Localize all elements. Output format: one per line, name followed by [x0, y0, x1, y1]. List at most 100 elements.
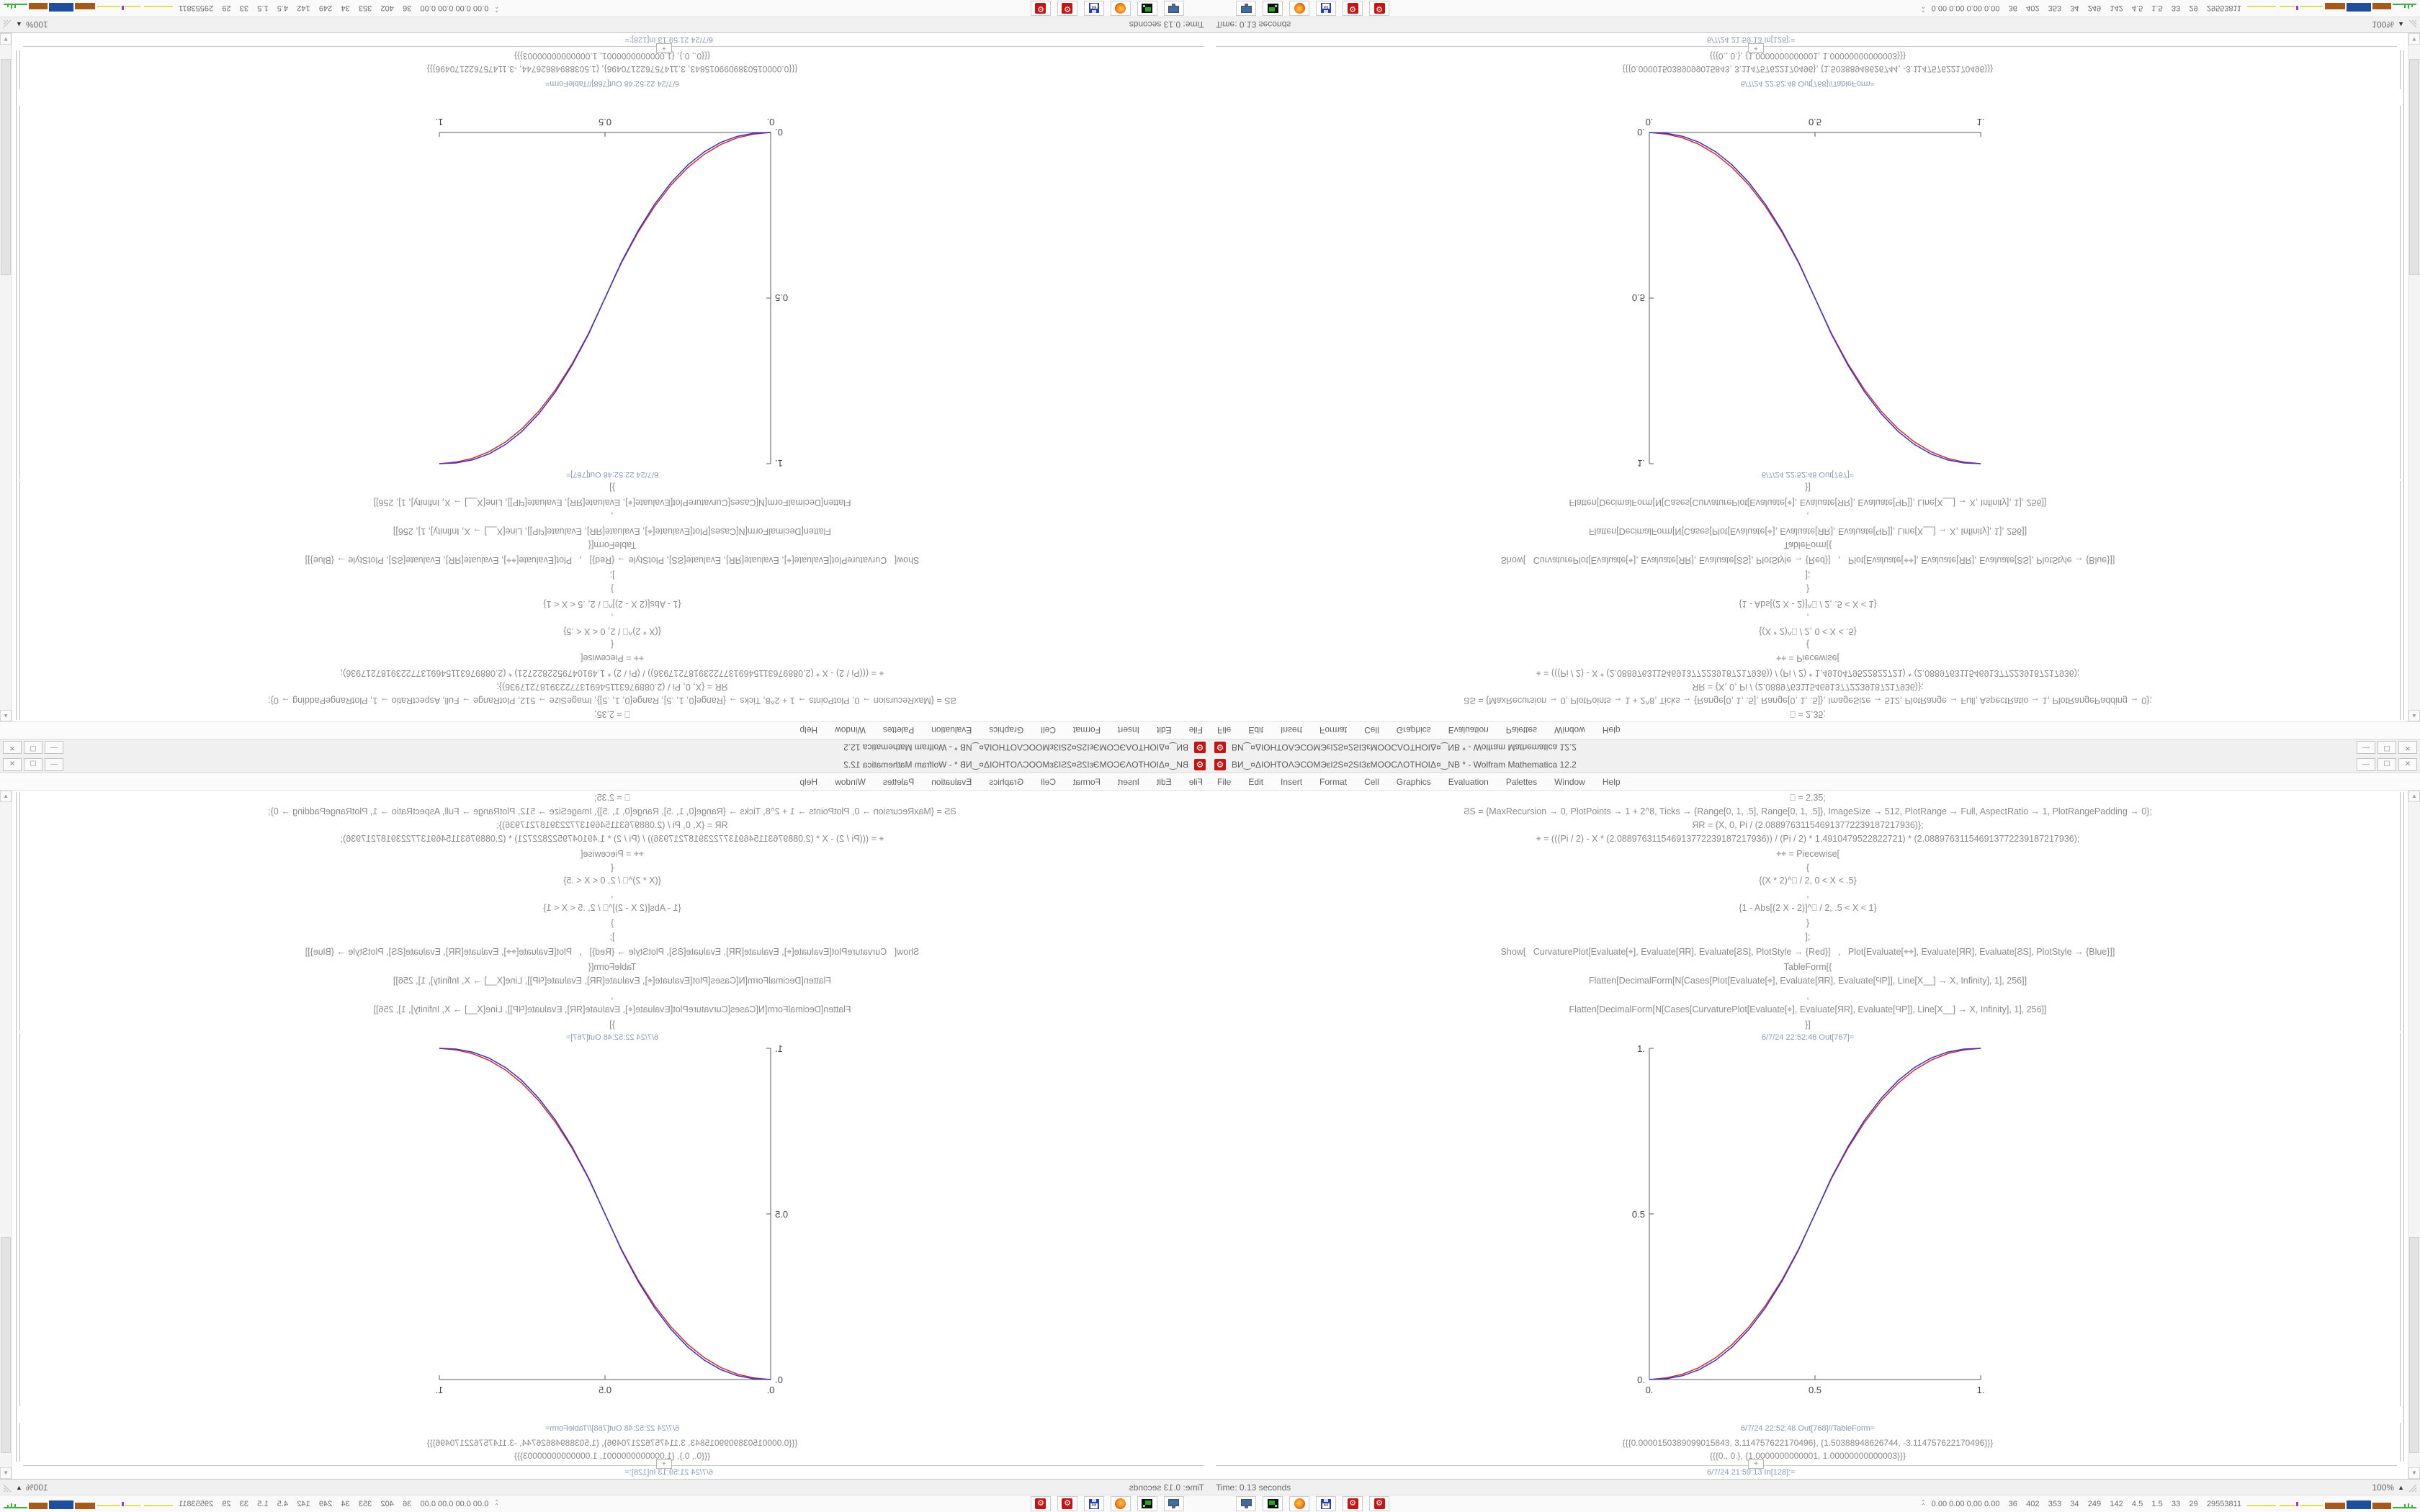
- menu-window[interactable]: Window: [835, 725, 866, 735]
- table-cell-bracket[interactable]: [2400, 50, 2401, 89]
- menu-help[interactable]: Help: [1602, 725, 1621, 735]
- cell-insertion-line[interactable]: [1216, 1465, 2397, 1466]
- cell-group-bracket[interactable]: [2403, 50, 2404, 720]
- scroll-down-icon[interactable]: ▼: [0, 1467, 12, 1479]
- taskbar-mathematica-button[interactable]: ⚙: [1343, 1, 1363, 16]
- taskbar-floppy-button[interactable]: 64: [1316, 1, 1336, 16]
- menu-help[interactable]: Help: [799, 725, 818, 735]
- scrollbar-thumb[interactable]: [2409, 59, 2419, 275]
- menu-evaluation[interactable]: Evaluation: [1448, 725, 1489, 735]
- scrollbar-thumb[interactable]: [1, 1237, 11, 1453]
- menu-file[interactable]: File: [1188, 725, 1203, 735]
- vertical-scrollbar[interactable]: ▲ ▼: [2408, 33, 2420, 721]
- window-titlebar[interactable]: ⚙ ВИ‿¤ΔIOHTOΛЭCOMЭεI2S¤2SIЗεMOOCΛOTHOIΔ¤…: [0, 739, 1210, 756]
- menu-insert[interactable]: Insert: [1117, 777, 1139, 787]
- maximize-button[interactable]: ☐: [24, 758, 42, 771]
- minimize-button[interactable]: —: [2357, 758, 2375, 771]
- table-cell-bracket[interactable]: [19, 50, 20, 89]
- stats-chevron-icon[interactable]: ⌃ ⌃: [1920, 1499, 1926, 1509]
- taskbar-mathematica-button[interactable]: ⚙: [1057, 1, 1077, 16]
- taskbar-firefox-button[interactable]: [1111, 1, 1131, 16]
- resize-grip-icon[interactable]: [2408, 1483, 2417, 1493]
- output-cell-bracket[interactable]: [19, 106, 20, 479]
- scroll-down-icon[interactable]: ▼: [0, 33, 12, 45]
- vertical-scrollbar[interactable]: ▲ ▼: [0, 791, 12, 1479]
- menu-window[interactable]: Window: [1554, 725, 1585, 735]
- menu-palettes[interactable]: Palettes: [882, 777, 915, 787]
- menu-file[interactable]: File: [1217, 725, 1232, 735]
- zoom-caret-icon[interactable]: ▲: [16, 21, 22, 28]
- taskbar-floppy-button[interactable]: 64: [1084, 1496, 1104, 1511]
- menu-edit[interactable]: Edit: [1156, 777, 1172, 787]
- menu-edit[interactable]: Edit: [1248, 777, 1264, 787]
- taskbar-mathematica-button[interactable]: ⚙: [1369, 1496, 1389, 1511]
- insert-cell-plus-icon[interactable]: +: [656, 43, 672, 53]
- maximize-button[interactable]: ☐: [24, 741, 42, 754]
- notebook-area[interactable]: ⎕ = 2.35; ϨS = {MaxRecursion → 0, PlotPo…: [1210, 791, 2420, 1479]
- menu-edit[interactable]: Edit: [1248, 725, 1264, 735]
- menu-evaluation[interactable]: Evaluation: [931, 777, 972, 787]
- zoom-level[interactable]: 100%: [25, 19, 48, 30]
- taskbar-mathematica-button[interactable]: ⚙: [1031, 1, 1051, 16]
- menu-insert[interactable]: Insert: [1281, 725, 1303, 735]
- window-titlebar[interactable]: ⚙ ВИ‿¤ΔIOHTOΛЭCOMЭεI2S¤2SIЗεMOOCΛOTHOIΔ¤…: [0, 756, 1210, 773]
- menu-file[interactable]: File: [1188, 777, 1203, 787]
- menu-graphics[interactable]: Graphics: [989, 725, 1024, 735]
- scroll-up-icon[interactable]: ▲: [2408, 710, 2420, 721]
- taskbar-firefox-button[interactable]: [1289, 1496, 1309, 1511]
- resize-grip-icon[interactable]: [3, 20, 12, 30]
- zoom-caret-icon[interactable]: ▲: [2398, 1484, 2404, 1491]
- taskbar-display-button[interactable]: [1164, 1496, 1184, 1511]
- menu-graphics[interactable]: Graphics: [989, 777, 1024, 787]
- menu-file[interactable]: File: [1217, 777, 1232, 787]
- menu-insert[interactable]: Insert: [1281, 777, 1303, 787]
- resize-grip-icon[interactable]: [2408, 20, 2417, 30]
- menu-cell[interactable]: Cell: [1364, 777, 1379, 787]
- taskbar-terminal-button[interactable]: [1137, 1, 1157, 16]
- menu-help[interactable]: Help: [799, 777, 818, 787]
- output-cell-bracket[interactable]: [2400, 106, 2401, 479]
- scroll-up-icon[interactable]: ▲: [0, 791, 12, 802]
- notebook-area[interactable]: ⎕ = 2.35; ϨS = {MaxRecursion → 0, PlotPo…: [1210, 33, 2420, 721]
- menu-cell[interactable]: Cell: [1364, 725, 1379, 735]
- menu-evaluation[interactable]: Evaluation: [931, 725, 972, 735]
- input-cell-bracket[interactable]: [2400, 481, 2401, 720]
- input-cell-bracket[interactable]: [19, 792, 20, 1031]
- menu-graphics[interactable]: Graphics: [1396, 777, 1431, 787]
- zoom-level[interactable]: 100%: [25, 1482, 48, 1493]
- menu-palettes[interactable]: Palettes: [1505, 725, 1538, 735]
- cell-group-bracket[interactable]: [16, 50, 17, 720]
- maximize-button[interactable]: ☐: [2378, 758, 2396, 771]
- menu-window[interactable]: Window: [835, 777, 866, 787]
- taskbar-floppy-button[interactable]: 64: [1084, 1, 1104, 16]
- insert-cell-plus-icon[interactable]: +: [1748, 43, 1764, 53]
- taskbar-mathematica-button[interactable]: ⚙: [1031, 1496, 1051, 1511]
- maximize-button[interactable]: ☐: [2378, 741, 2396, 754]
- scroll-down-icon[interactable]: ▼: [2408, 33, 2420, 45]
- menu-palettes[interactable]: Palettes: [882, 725, 915, 735]
- taskbar-firefox-button[interactable]: [1289, 1, 1309, 16]
- taskbar-display-button[interactable]: [1236, 1496, 1256, 1511]
- taskbar-firefox-button[interactable]: [1111, 1496, 1131, 1511]
- menu-format[interactable]: Format: [1072, 725, 1101, 735]
- stats-chevron-icon[interactable]: ⌃ ⌃: [1920, 3, 1926, 13]
- resize-grip-icon[interactable]: [3, 1483, 12, 1493]
- minimize-button[interactable]: —: [2357, 741, 2375, 754]
- insert-cell-plus-icon[interactable]: +: [1748, 1459, 1764, 1469]
- close-button[interactable]: ✕: [3, 741, 22, 754]
- menu-window[interactable]: Window: [1554, 777, 1585, 787]
- taskbar-terminal-button[interactable]: [1263, 1, 1283, 16]
- notebook-area[interactable]: ⎕ = 2.35; ϨS = {MaxRecursion → 0, PlotPo…: [0, 791, 1210, 1479]
- menu-format[interactable]: Format: [1072, 777, 1101, 787]
- menu-edit[interactable]: Edit: [1156, 725, 1172, 735]
- menu-help[interactable]: Help: [1602, 777, 1621, 787]
- minimize-button[interactable]: —: [45, 741, 63, 754]
- taskbar-mathematica-button[interactable]: ⚙: [1369, 1, 1389, 16]
- input-cell-bracket[interactable]: [19, 481, 20, 720]
- taskbar-display-button[interactable]: [1236, 1, 1256, 16]
- menu-cell[interactable]: Cell: [1041, 777, 1056, 787]
- scrollbar-thumb[interactable]: [2409, 1237, 2419, 1453]
- cell-insertion-line[interactable]: [23, 1465, 1204, 1466]
- zoom-level[interactable]: 100%: [2372, 19, 2395, 30]
- table-cell-bracket[interactable]: [2400, 1423, 2401, 1462]
